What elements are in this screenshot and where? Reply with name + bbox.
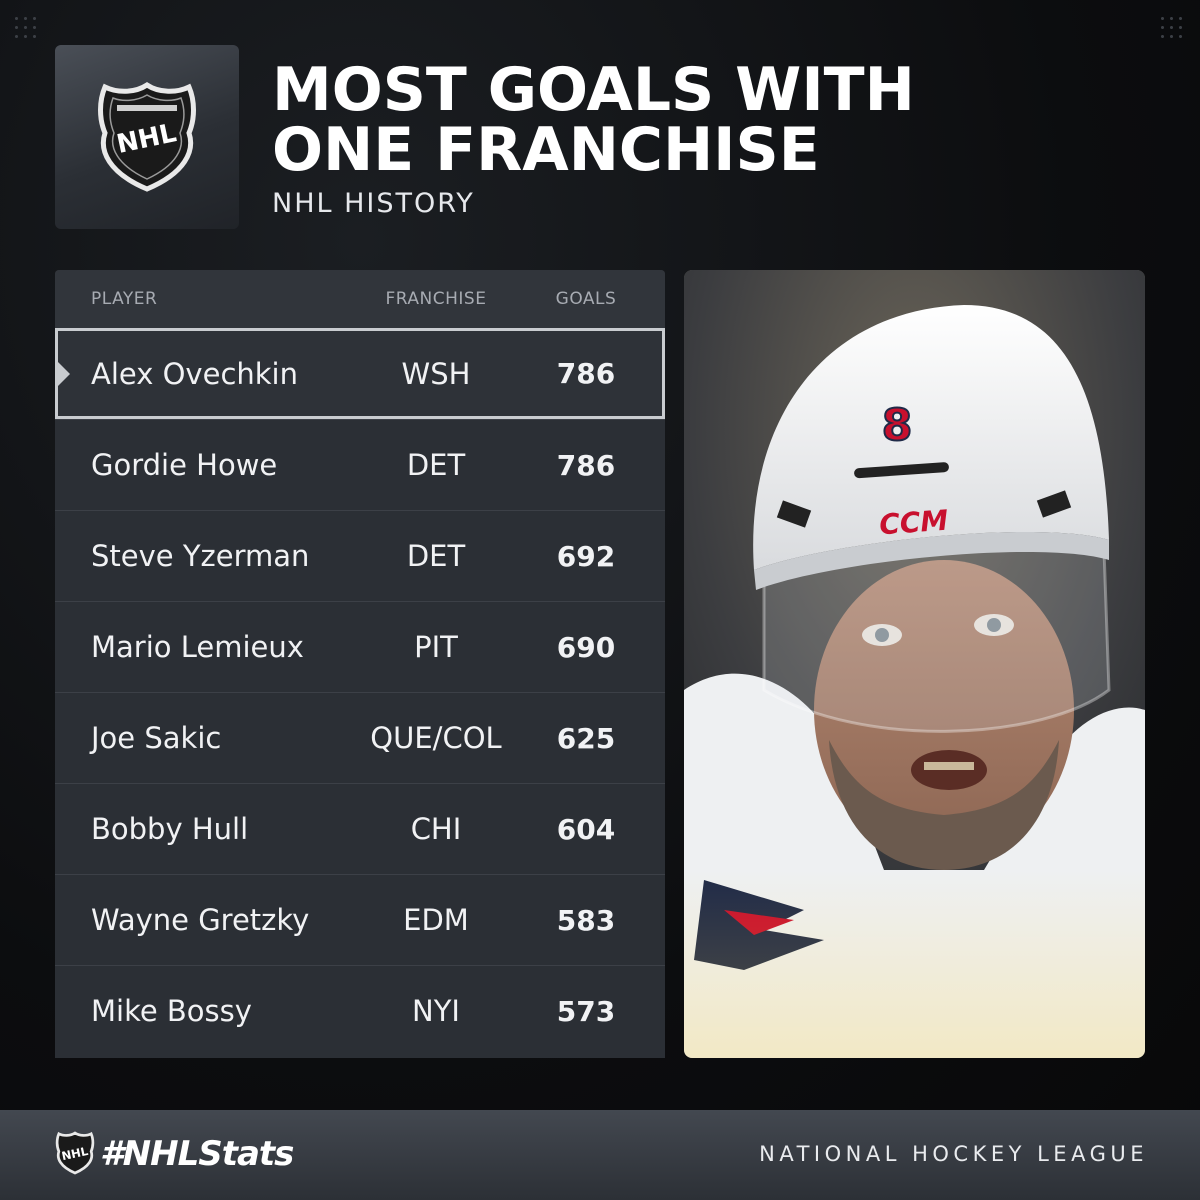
table-row: Mike Bossy NYI 573 (55, 965, 665, 1056)
corner-dots-left (12, 14, 42, 40)
goals-table: PLAYER FRANCHISE GOALS Alex Ovechkin WSH… (55, 270, 665, 1058)
column-header-franchise: FRANCHISE (385, 289, 487, 309)
player-name: Alex Ovechkin (91, 356, 298, 391)
table-row: Gordie Howe DET 786 (55, 419, 665, 510)
player-name: Steve Yzerman (91, 539, 310, 573)
player-illustration: 8 CCM (684, 270, 1145, 1058)
goals-value: 573 (556, 994, 616, 1028)
franchise: NYI (412, 994, 460, 1028)
goals-value: 604 (556, 812, 616, 846)
page-title: MOST GOALS WITH ONE FRANCHISE (272, 60, 915, 180)
helmet-brand: CCM (878, 504, 949, 542)
corner-dots-right (1158, 14, 1188, 40)
goals-value: 583 (556, 903, 616, 937)
goals-value: 625 (556, 721, 616, 755)
goals-value: 786 (556, 448, 616, 482)
footer-logo-text: NHL (60, 1144, 90, 1163)
title-line-1: MOST GOALS WITH (272, 55, 915, 125)
table-row: Joe Sakic QUE/COL 625 (55, 692, 665, 783)
player-name: Joe Sakic (91, 721, 222, 755)
player-name: Wayne Gretzky (91, 903, 310, 937)
hashtag: #NHLStats (100, 1134, 294, 1174)
page-subtitle: NHL HISTORY (272, 188, 475, 219)
table-row: Steve Yzerman DET 692 (55, 510, 665, 601)
table-row: Mario Lemieux PIT 690 (55, 601, 665, 692)
franchise: WSH (401, 356, 471, 391)
table-header: PLAYER FRANCHISE GOALS (55, 270, 665, 328)
player-name: Gordie Howe (91, 448, 278, 482)
player-name: Mario Lemieux (91, 630, 304, 664)
table-row-highlighted: Alex Ovechkin WSH 786 (55, 328, 665, 419)
nhl-shield-icon: NHL (98, 81, 196, 192)
franchise: CHI (410, 812, 462, 846)
title-line-2: ONE FRANCHISE (272, 115, 820, 185)
player-photo: 8 CCM (684, 270, 1145, 1058)
column-header-goals: GOALS (555, 289, 617, 309)
player-name: Mike Bossy (91, 994, 252, 1028)
franchise: DET (406, 539, 466, 573)
goals-value: 692 (556, 539, 616, 573)
table-row: Wayne Gretzky EDM 583 (55, 874, 665, 965)
franchise: PIT (414, 630, 458, 664)
table-row: Bobby Hull CHI 604 (55, 783, 665, 874)
franchise: QUE/COL (370, 721, 502, 755)
column-header-player: PLAYER (91, 289, 158, 309)
footer-bar: NHL #NHLStats NATIONAL HOCKEY LEAGUE (0, 1110, 1200, 1200)
league-name: NATIONAL HOCKEY LEAGUE (759, 1142, 1148, 1166)
franchise: EDM (403, 903, 469, 937)
player-name: Bobby Hull (91, 812, 249, 846)
nhl-logo-box: NHL (55, 45, 239, 229)
goals-value: 786 (556, 357, 616, 390)
goals-value: 690 (556, 630, 616, 664)
helmet-number: 8 (882, 400, 913, 451)
franchise: DET (406, 448, 466, 482)
footer-nhl-icon: NHL (55, 1131, 95, 1175)
